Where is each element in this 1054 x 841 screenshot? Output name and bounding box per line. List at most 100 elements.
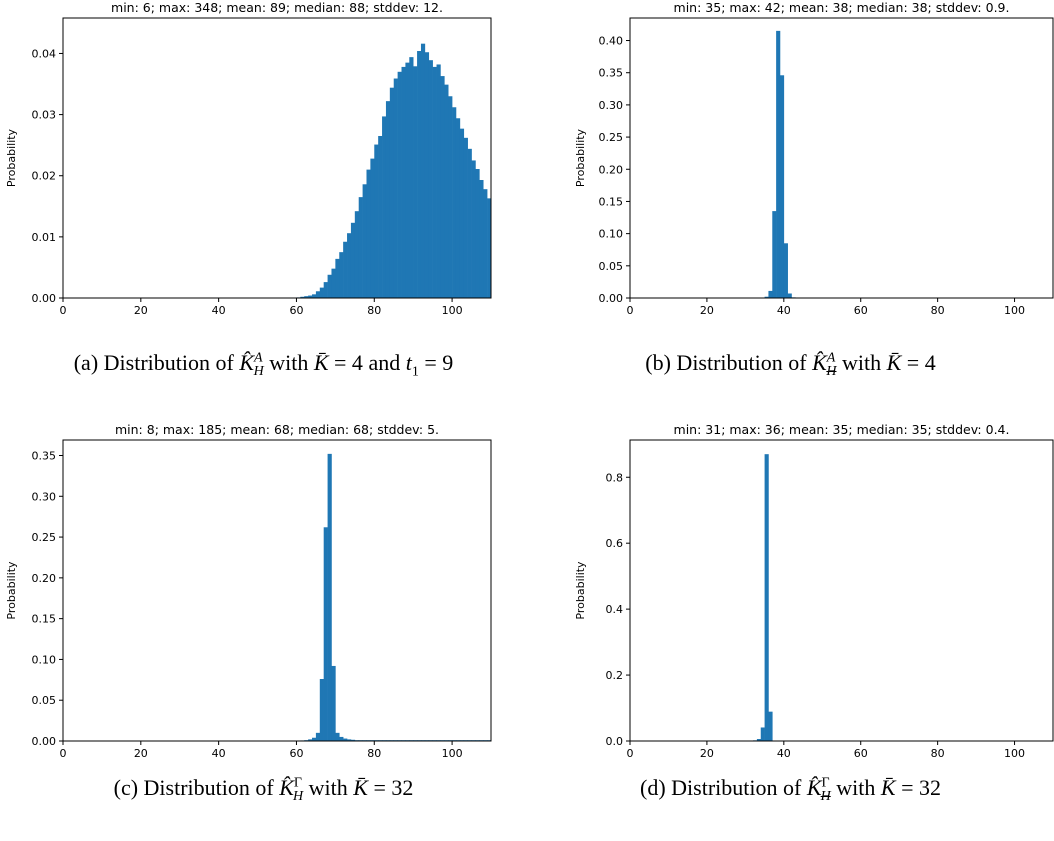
histogram-bar	[495, 214, 499, 298]
histogram-bar	[510, 245, 514, 298]
histogram-bar	[323, 527, 328, 741]
caption-symbol: K̂	[279, 775, 294, 800]
y-axis-label: Probability	[574, 561, 587, 620]
histogram-chart-c: min: 8; max: 185; mean: 68; median: 68; …	[5, 422, 492, 760]
x-tick-label: 0	[627, 304, 634, 317]
caption-teq: = 9	[418, 350, 454, 375]
histogram-bar	[467, 148, 472, 298]
y-tick-label: 0.0	[606, 735, 624, 748]
histogram-bar	[428, 60, 433, 298]
histogram-bar	[354, 211, 360, 298]
y-tick-label: 0.15	[599, 195, 624, 208]
y-tick-label: 0.03	[32, 109, 57, 122]
caption-tail: and	[362, 350, 406, 375]
histogram-bar	[304, 296, 309, 298]
histogram-bar	[331, 665, 336, 741]
histogram-chart-d: min: 31; max: 36; mean: 35; median: 35; …	[574, 422, 1054, 760]
histogram-bar	[420, 43, 426, 298]
histogram-bar	[374, 144, 379, 298]
plot-title: min: 35; max: 42; mean: 38; median: 38; …	[674, 0, 1010, 15]
caption-mid: with	[836, 350, 887, 375]
histogram-chart-b: min: 35; max: 42; mean: 38; median: 38; …	[574, 0, 1054, 317]
x-tick-label: 40	[212, 747, 226, 760]
x-tick-label: 60	[289, 304, 303, 317]
histogram-bar	[764, 454, 769, 741]
y-tick-label: 0.10	[599, 228, 624, 241]
histogram-bar	[455, 118, 461, 298]
caption-sub: H	[253, 364, 264, 380]
plot-frame	[62, 17, 492, 299]
histogram-bar	[479, 180, 484, 298]
histogram-bar	[444, 84, 449, 298]
x-tick-label: 60	[854, 747, 868, 760]
histogram-bar	[312, 737, 317, 741]
x-tick-label: 60	[854, 304, 868, 317]
histogram-bar	[339, 252, 344, 298]
histogram-bar	[436, 64, 441, 298]
panel-a: min: 6; max: 348; mean: 89; median: 88; …	[0, 0, 527, 420]
histogram-bar	[339, 736, 344, 741]
panel-b: min: 35; max: 42; mean: 38; median: 38; …	[527, 0, 1054, 420]
caption-sub: H	[293, 789, 304, 805]
histogram-bar	[347, 233, 352, 298]
caption-tsub: 1	[411, 364, 419, 380]
x-tick-label: 80	[931, 747, 945, 760]
x-tick-label: 40	[777, 747, 791, 760]
caption-sup: Γ	[821, 775, 830, 791]
caption-label: (c) Distribution of	[113, 775, 280, 800]
caption-label: (a) Distribution of	[73, 350, 240, 375]
caption-eq: = 4	[328, 350, 363, 375]
histogram-bar	[347, 739, 352, 741]
x-tick-label: 20	[134, 304, 148, 317]
histogram-bar	[487, 198, 491, 298]
histogram-bar	[483, 189, 488, 298]
caption-t: t	[405, 350, 412, 375]
y-tick-label: 0.02	[32, 170, 57, 183]
histogram-bar	[409, 57, 414, 298]
caption-kbar: K̄	[313, 350, 329, 375]
histogram-bar	[440, 76, 445, 298]
caption-sup: Γ	[293, 775, 302, 791]
x-tick-label: 20	[134, 747, 148, 760]
y-tick-label: 0.20	[32, 572, 57, 585]
histogram-bar	[312, 294, 317, 298]
y-tick-label: 0.30	[599, 99, 624, 112]
caption-kbar: K̄	[880, 775, 896, 800]
histogram-bar	[300, 296, 305, 298]
histogram-bar	[308, 739, 313, 741]
y-tick-label: 0.30	[32, 490, 57, 503]
histogram-bar	[417, 51, 422, 298]
y-tick-label: 0.01	[32, 231, 57, 244]
histogram-bar	[308, 295, 313, 298]
x-tick-label: 40	[212, 304, 226, 317]
histogram-bar	[362, 184, 367, 298]
histogram-bar	[491, 208, 495, 298]
bars	[764, 30, 796, 298]
bars	[749, 454, 773, 741]
histogram-bar	[787, 293, 792, 298]
x-tick-label: 0	[60, 747, 67, 760]
histogram-bar	[779, 75, 785, 298]
histogram-bar	[776, 30, 781, 298]
histogram-bar	[452, 107, 457, 298]
plot-frame	[62, 439, 492, 742]
histogram-bar	[772, 211, 777, 298]
plot-title: min: 31; max: 36; mean: 35; median: 35; …	[674, 422, 1010, 437]
caption-eq: = 32	[895, 775, 941, 800]
histogram-bar	[463, 137, 468, 298]
panel-d: min: 31; max: 36; mean: 35; median: 35; …	[527, 420, 1054, 840]
caption-a: (a) Distribution of K̂AH with K̄ = 4 and…	[0, 350, 527, 380]
y-tick-label: 0.04	[32, 47, 57, 60]
x-tick-label: 100	[442, 304, 463, 317]
histogram-bar	[507, 238, 511, 298]
histogram-bar	[768, 290, 773, 298]
histogram-bar	[522, 259, 526, 298]
caption-mid: with	[830, 775, 881, 800]
x-tick-label: 80	[367, 304, 381, 317]
histogram-bar	[518, 258, 522, 298]
histogram-bar	[335, 732, 340, 741]
histogram-bar	[358, 197, 363, 298]
caption-kbar: K̄	[353, 775, 368, 800]
caption-sub: H	[826, 364, 837, 380]
x-tick-label: 80	[367, 747, 381, 760]
